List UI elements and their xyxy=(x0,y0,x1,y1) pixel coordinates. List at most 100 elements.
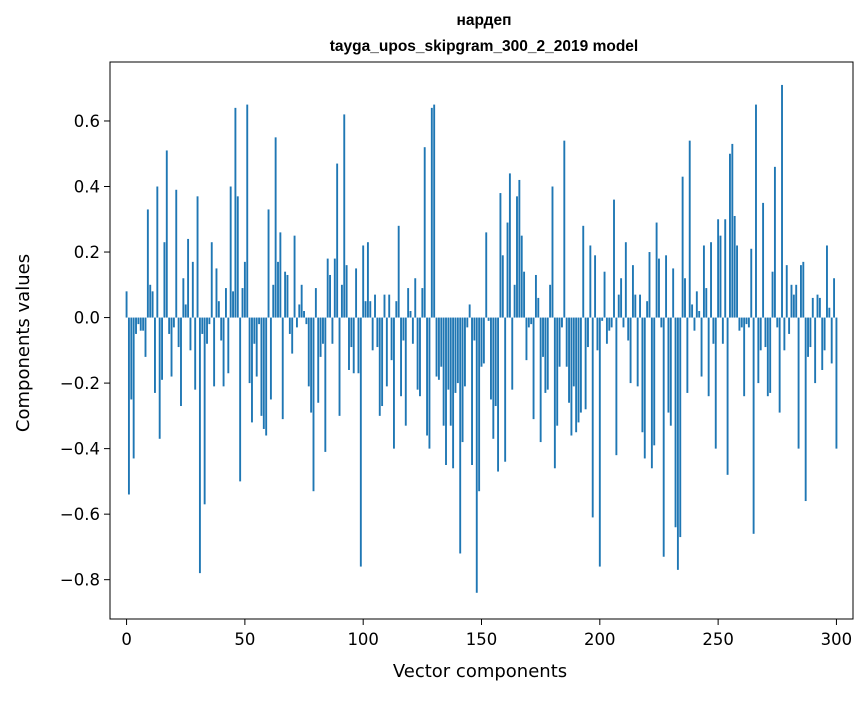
bar-50 xyxy=(243,261,246,318)
bar-124 xyxy=(419,317,421,397)
bar-159 xyxy=(501,255,504,318)
bar-219 xyxy=(643,317,646,459)
bar-166 xyxy=(518,179,521,318)
bar-188 xyxy=(570,317,573,436)
bar-292 xyxy=(816,294,819,318)
bar-25 xyxy=(184,304,187,318)
x-tick-label: 300 xyxy=(821,630,853,649)
bar-119 xyxy=(407,288,410,318)
bar-281 xyxy=(790,284,793,318)
bar-132 xyxy=(437,317,440,380)
bar-197 xyxy=(591,317,594,518)
bar-297 xyxy=(828,307,831,318)
bar-205 xyxy=(610,317,613,328)
bar-73 xyxy=(298,304,301,318)
bar-108 xyxy=(381,317,384,407)
bar-74 xyxy=(300,284,303,318)
bar-62 xyxy=(272,284,275,318)
bar-243 xyxy=(700,317,703,377)
bar-289 xyxy=(809,317,812,348)
bar-133 xyxy=(440,317,443,367)
bar-146 xyxy=(471,317,473,465)
bar-22 xyxy=(177,317,180,348)
bar-213 xyxy=(629,317,632,384)
bar-122 xyxy=(414,278,417,318)
bar-114 xyxy=(395,301,398,318)
bar-193 xyxy=(582,225,585,318)
bar-148 xyxy=(475,317,478,593)
bar-55 xyxy=(255,317,258,377)
bar-142 xyxy=(461,317,464,443)
bar-198 xyxy=(594,255,597,318)
bar-28 xyxy=(191,261,194,318)
bar-171 xyxy=(530,317,533,325)
bar-212 xyxy=(627,317,630,341)
bar-147 xyxy=(473,317,476,341)
bar-242 xyxy=(698,311,701,318)
bar-138 xyxy=(452,317,455,469)
bar-141 xyxy=(459,317,462,554)
bar-93 xyxy=(345,265,348,318)
bar-266 xyxy=(755,104,757,318)
bar-37 xyxy=(213,317,216,387)
bar-43 xyxy=(227,317,230,374)
bar-180 xyxy=(551,186,554,318)
bar-174 xyxy=(537,297,540,318)
bar-268 xyxy=(759,317,762,351)
bar-282 xyxy=(792,294,795,318)
bar-258 xyxy=(736,245,738,318)
bar-21 xyxy=(175,189,178,318)
bar-90 xyxy=(338,317,341,416)
bar-160 xyxy=(504,317,507,462)
bar-40 xyxy=(220,317,223,341)
bar-96 xyxy=(352,317,355,374)
bar-257 xyxy=(733,215,736,318)
bar-201 xyxy=(601,317,604,321)
bar-208 xyxy=(617,294,620,318)
bar-165 xyxy=(516,196,518,318)
bar-58 xyxy=(262,317,265,429)
bar-288 xyxy=(807,317,809,357)
bar-252 xyxy=(721,317,724,344)
bar-218 xyxy=(641,317,644,433)
bar-7 xyxy=(142,317,145,331)
bar-163 xyxy=(511,317,514,390)
bar-168 xyxy=(523,271,526,318)
bar-207 xyxy=(615,317,618,456)
bar-45 xyxy=(232,291,234,318)
bar-23 xyxy=(180,317,182,407)
bar-182 xyxy=(556,317,559,426)
bar-240 xyxy=(693,317,696,331)
bar-14 xyxy=(158,317,161,439)
bar-76 xyxy=(305,317,308,325)
bar-156 xyxy=(494,317,497,407)
y-tick-label: 0.6 xyxy=(74,112,100,131)
x-tick-label: 100 xyxy=(347,630,379,649)
bar-246 xyxy=(707,317,710,397)
bar-262 xyxy=(745,317,748,325)
bar-184 xyxy=(561,317,563,328)
bar-36 xyxy=(210,242,213,318)
bar-118 xyxy=(404,317,407,426)
bar-106 xyxy=(376,317,379,348)
bar-130 xyxy=(433,104,436,318)
bar-15 xyxy=(161,317,163,380)
bar-102 xyxy=(366,242,369,318)
bar-69 xyxy=(288,317,291,334)
bar-230 xyxy=(669,317,672,426)
bar-64 xyxy=(277,261,279,318)
bar-224 xyxy=(655,222,658,318)
bar-24 xyxy=(182,278,185,318)
bar-85 xyxy=(326,258,329,318)
bar-11 xyxy=(151,291,154,318)
bar-13 xyxy=(156,186,159,318)
bar-52 xyxy=(248,317,251,384)
bar-4 xyxy=(135,317,137,334)
bar-194 xyxy=(584,317,587,410)
bar-153 xyxy=(487,317,490,321)
bar-33 xyxy=(203,317,206,505)
bar-31 xyxy=(198,317,201,574)
bar-19 xyxy=(170,317,173,377)
bar-139 xyxy=(454,317,457,393)
